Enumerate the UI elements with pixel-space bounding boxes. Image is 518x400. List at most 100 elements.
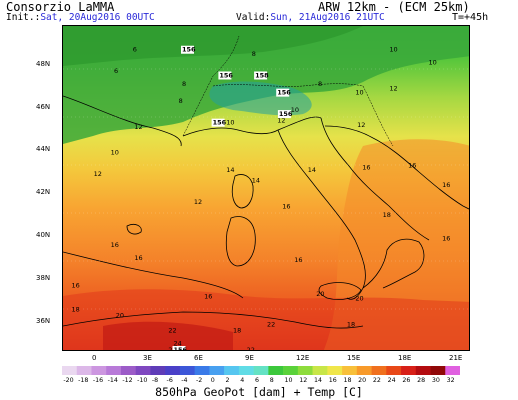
temperature-label: 12 [277, 117, 285, 125]
geopotential-label-box [254, 71, 268, 80]
colorbar-label: -20 [63, 377, 74, 384]
geopotential-label-box [277, 110, 291, 119]
temperature-label: 16 [442, 234, 450, 242]
colorbar-label: 0 [210, 377, 215, 384]
temperature-label: 16 [72, 282, 80, 290]
latitude-label: 44N [36, 145, 51, 154]
coastlines [63, 95, 469, 329]
colorbar-swatch [106, 366, 122, 375]
valid-time: Valid:Sun, 21Aug2016 21UTC [236, 12, 385, 23]
colorbar-label: 2 [225, 377, 230, 384]
forecast-step: T=+45h [452, 12, 489, 23]
colorbar-swatch [194, 366, 210, 375]
colorbar-label: 14 [313, 377, 322, 384]
temperature-label: 12 [94, 170, 102, 178]
map-canvas: 6 8 10 10 6 8 8 10 8 12 10 12 10 12 12 10 14 14 16 16 12 14 16… [63, 26, 469, 351]
colorbar-swatch [135, 366, 151, 375]
colorbar-label: -14 [107, 377, 118, 384]
valid-prefix: Valid: [236, 12, 271, 23]
island-sardinia [225, 216, 256, 267]
temperature-label: 16 [362, 164, 370, 172]
temperature-label: 20 [116, 312, 124, 320]
temperature-label: 16 [408, 162, 416, 170]
temperature-label: 16 [204, 292, 212, 300]
coast-calabria [362, 238, 425, 289]
colorbar-swatch [268, 366, 284, 375]
app-title: Consorzio LaMMA [6, 0, 115, 14]
temperature-label: 10 [429, 59, 437, 67]
temperature-label: 12 [134, 123, 142, 131]
colorbar-label: 22 [372, 377, 381, 384]
island-sicily [318, 282, 362, 300]
longitude-label: 6E [194, 354, 203, 362]
cold-zone [63, 26, 363, 66]
variable-caption: 850hPa GeoPot [dam] + Temp [C] [155, 385, 363, 399]
colorbar-label: -4 [181, 377, 188, 384]
temperature-label: 18 [72, 305, 80, 313]
island-mallorca [126, 224, 142, 235]
colorbar-swatch [430, 366, 446, 375]
colorbar-label: 16 [328, 377, 337, 384]
temperature-label: 16 [111, 241, 119, 249]
border-fr-it [182, 35, 240, 137]
temperature-label: 16 [282, 202, 290, 210]
geopotential-label-box [218, 71, 232, 80]
colorbar-swatch [283, 366, 299, 375]
temperature-label: 16 [442, 181, 450, 189]
temperature-label: 16 [294, 256, 302, 264]
temperature-label: 8 [182, 80, 186, 88]
temperature-label: 20 [316, 290, 324, 298]
geopotential-label: 156 [219, 71, 233, 79]
colorbar-swatch [76, 366, 92, 375]
longitude-label: 3E [143, 354, 152, 362]
island-corsica [231, 174, 254, 209]
coast-ligurian [182, 116, 322, 137]
temperature-label: 10 [111, 149, 119, 157]
colorbar-swatch [401, 366, 417, 375]
geopotential-label: 156 [213, 119, 227, 127]
latitude-label: 40N [36, 231, 51, 240]
colorbar-swatch [179, 366, 195, 375]
coast-france [63, 95, 182, 147]
temperature-label: 10 [226, 119, 234, 127]
colorbar-swatch [224, 366, 240, 375]
colorbar-swatch [356, 366, 372, 375]
colorbar-swatch [238, 366, 254, 375]
geopotential-label-box [211, 118, 225, 127]
colorbar-swatch [150, 366, 166, 375]
colorbar-label: 24 [387, 377, 396, 384]
colorbar-swatch [91, 366, 107, 375]
temperature-label: 8 [252, 50, 256, 58]
temperature-label: 14 [252, 177, 260, 185]
temperature-label: 20 [355, 295, 363, 303]
colorbar-swatch [297, 366, 313, 375]
border-alps [212, 83, 364, 87]
temperature-label: 8 [318, 80, 322, 88]
geopotential-label: 156 [174, 346, 188, 351]
temperature-label: 10 [291, 106, 299, 114]
colorbar-label: -6 [166, 377, 173, 384]
geopotential-label-box [276, 88, 290, 97]
geopotential-label: 156 [182, 46, 196, 54]
colorbar-swatch [445, 366, 460, 375]
coast-africa [63, 311, 364, 329]
longitude-label: 12E [296, 354, 310, 362]
colorbar-label: 4 [240, 377, 245, 384]
temperature-label: 22 [168, 327, 176, 335]
init-value: Sat, 20Aug2016 00UTC [40, 12, 155, 23]
colorbar-label: 20 [358, 377, 367, 384]
colorbar-label: 32 [446, 377, 455, 384]
colorbar-swatch [209, 366, 225, 375]
geopotential-label: 156 [279, 110, 293, 118]
warm-east-zone [323, 139, 469, 350]
longitude-label: 18E [398, 354, 412, 362]
borders [182, 35, 394, 147]
temperature-label: 18 [233, 327, 241, 335]
init-time: Init.:Sat, 20Aug2016 00UTC [6, 12, 155, 23]
temperature-label: 22 [247, 346, 255, 351]
temperature-label: 16 [134, 254, 142, 262]
temperature-label: 8 [179, 97, 183, 105]
hottest-zone [103, 321, 233, 350]
colorbar-swatch [415, 366, 431, 375]
temperature-label: 12 [389, 84, 397, 92]
